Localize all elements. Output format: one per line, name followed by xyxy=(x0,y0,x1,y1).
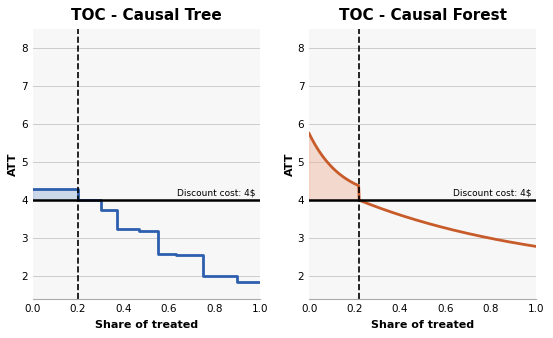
Y-axis label: ATT: ATT xyxy=(8,152,18,176)
X-axis label: Share of treated: Share of treated xyxy=(371,320,474,330)
X-axis label: Share of treated: Share of treated xyxy=(95,320,198,330)
Text: Discount cost: 4$: Discount cost: 4$ xyxy=(177,189,255,197)
Title: TOC - Causal Forest: TOC - Causal Forest xyxy=(339,8,507,23)
Text: Discount cost: 4$: Discount cost: 4$ xyxy=(453,189,532,197)
Y-axis label: ATT: ATT xyxy=(285,152,295,176)
Title: TOC - Causal Tree: TOC - Causal Tree xyxy=(71,8,222,23)
